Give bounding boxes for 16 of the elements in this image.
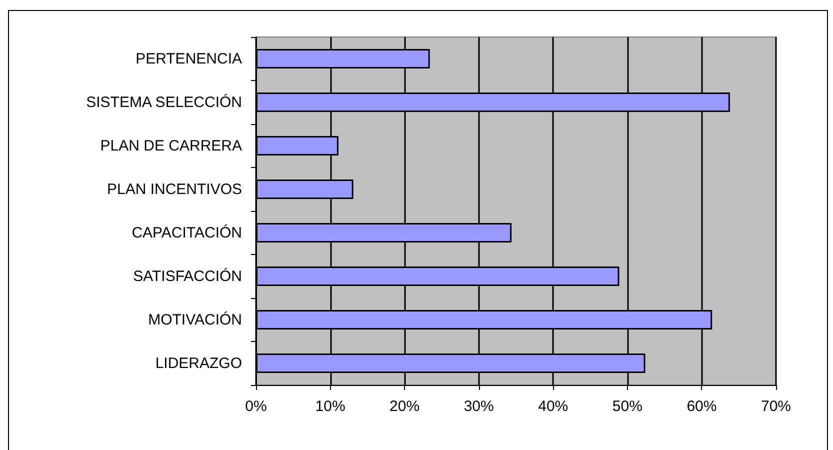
- y-tick-label: LIDERAZGO: [155, 354, 242, 372]
- x-tick-label: 50%: [612, 398, 642, 415]
- x-tick-label: 0%: [245, 398, 267, 415]
- x-tick-label: 60%: [686, 398, 717, 415]
- x-tick-label: 40%: [538, 398, 568, 415]
- y-tick-label: SISTEMA SELECCIÓN: [86, 92, 242, 111]
- y-tick-label: MOTIVACIÓN: [148, 310, 242, 328]
- y-tick-label: CAPACITACIÓN: [132, 223, 242, 242]
- x-tick-label: 70%: [760, 398, 792, 415]
- y-tick-label: PERTENENCIA: [136, 50, 242, 68]
- x-tick-label: 20%: [390, 398, 420, 415]
- x-tick-label: 10%: [315, 398, 346, 415]
- y-tick-label: PLAN INCENTIVOS: [106, 180, 242, 198]
- x-tick-label: 30%: [464, 398, 494, 415]
- y-tick-label: SATISFACCIÓN: [133, 266, 242, 285]
- y-tick-label: PLAN DE CARRERA: [100, 137, 242, 154]
